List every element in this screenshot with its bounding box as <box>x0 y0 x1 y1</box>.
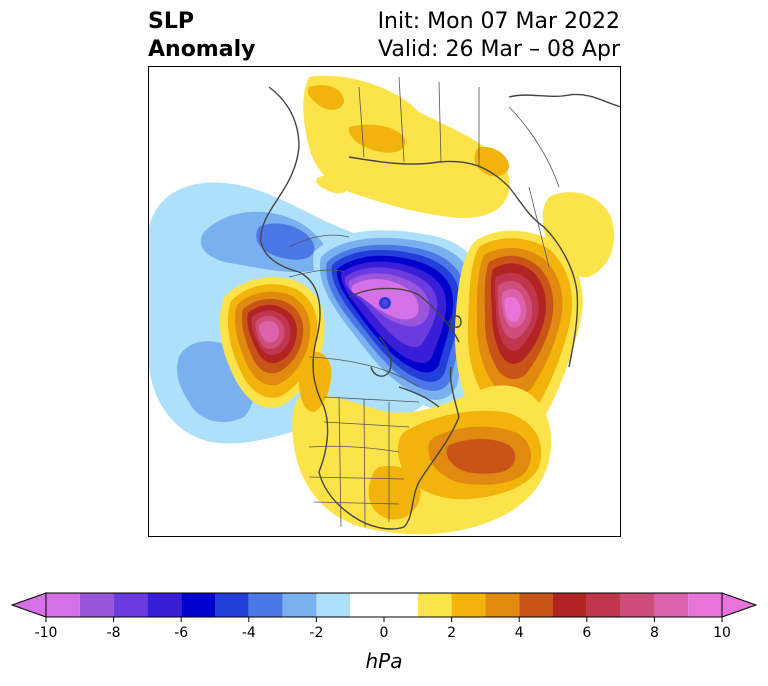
colorbar-swatch <box>417 593 452 617</box>
negative-anomaly-shading <box>149 182 485 444</box>
colorbar: -10 -8 -6 -4 -2 0 2 4 6 8 10 hPa <box>10 592 758 673</box>
anomaly-map <box>148 66 621 537</box>
colorbar-tick-label: 0 <box>380 625 389 641</box>
colorbar-tick-label: -2 <box>309 625 323 641</box>
colorbar-swatch <box>451 593 486 617</box>
colorbar-swatch <box>519 593 553 617</box>
colorbar-swatch <box>553 593 587 617</box>
colorbar-tick-label: -10 <box>35 625 58 641</box>
init-date: Init: Mon 07 Mar 2022 <box>377 9 620 34</box>
colorbar-swatch <box>181 593 215 617</box>
colorbar-swatch <box>46 593 80 617</box>
coastlines <box>260 86 620 530</box>
map-canvas <box>149 75 620 535</box>
colorbar-swatch <box>350 593 418 617</box>
colorbar-tick-label: -4 <box>242 625 256 641</box>
colorbar-swatch <box>620 593 655 617</box>
colorbar-swatch <box>282 593 317 617</box>
colorbar-swatch <box>485 593 520 617</box>
colorbar-extend-high <box>721 592 758 618</box>
colorbar-tick-label: -8 <box>107 625 121 641</box>
country-borders <box>288 76 560 528</box>
colorbar-extend-low <box>10 592 47 618</box>
colorbar-swatch <box>688 593 722 617</box>
colorbar-swatch <box>586 593 621 617</box>
colorbar-tick-label: 8 <box>650 625 659 641</box>
colorbar-swatch <box>147 593 182 617</box>
title-line-2: Anomaly <box>148 37 256 62</box>
title-line-1: SLP <box>148 9 194 34</box>
valid-range: Valid: 26 Mar – 08 Apr <box>378 37 620 62</box>
run-info: Init: Mon 07 Mar 2022 Valid: 26 Mar – 08… <box>378 8 620 64</box>
map-title: SLP Anomaly <box>148 8 255 64</box>
colorbar-swatch <box>113 593 148 617</box>
colorbar-unit-label: hPa <box>366 649 403 673</box>
colorbar-swatch <box>316 593 351 617</box>
colorbar-tick-label: 10 <box>713 625 731 641</box>
colorbar-tick-label: -6 <box>174 625 188 641</box>
positive-anomaly-shading <box>219 75 615 535</box>
colorbar-swatch <box>248 593 283 617</box>
colorbar-tick-label: 2 <box>447 625 456 641</box>
colorbar-swatches <box>10 592 758 618</box>
colorbar-ticks: -10 -8 -6 -4 -2 0 2 4 6 8 10 <box>35 617 731 641</box>
colorbar-swatch <box>215 593 249 617</box>
colorbar-swatch <box>654 593 689 617</box>
colorbar-tick-label: 6 <box>582 625 591 641</box>
colorbar-swatch <box>79 593 114 617</box>
colorbar-tick-label: 4 <box>515 625 524 641</box>
